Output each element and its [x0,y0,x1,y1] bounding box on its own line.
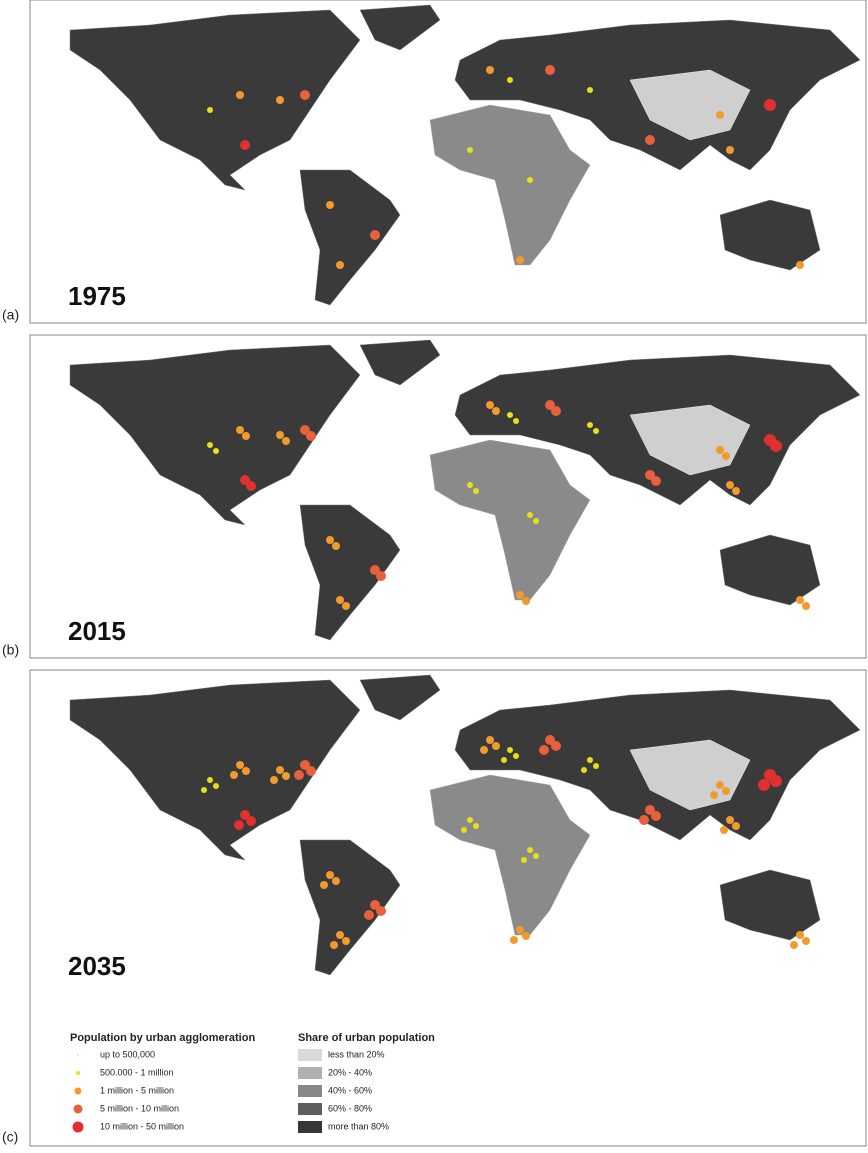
year: 1975 [68,281,126,311]
legend-item: 5 million - 10 million [100,1103,179,1113]
legend-item: 500.000 - 1 million [100,1067,174,1077]
panel-label: (b) [2,642,19,658]
panel-b: (b) 2015 [2,334,867,659]
legend-item: up to 500,000 [100,1049,155,1059]
panel-label: (c) [2,1129,18,1145]
legend-title: Share of urban population [298,1032,435,1044]
panel-label: (a) [2,307,19,323]
panel-c: (c) 2035 [2,669,867,1147]
legend-item: 40% - 60% [328,1085,372,1095]
legend-item: less than 20% [328,1049,385,1059]
legend-item: 20% - 40% [328,1067,372,1077]
panel-a: (a) 1975 [2,0,867,324]
legend-item: more than 80% [328,1121,389,1131]
legend-item: 10 million - 50 million [100,1121,184,1131]
year: 2015 [68,616,126,646]
legend: Population by urban agglomeration up to … [70,1032,435,1133]
legend-item: 60% - 80% [328,1103,372,1113]
legend-title: Population by urban agglomeration [70,1032,255,1044]
legend-item: 1 million - 5 million [100,1085,174,1095]
year: 2035 [68,951,126,981]
